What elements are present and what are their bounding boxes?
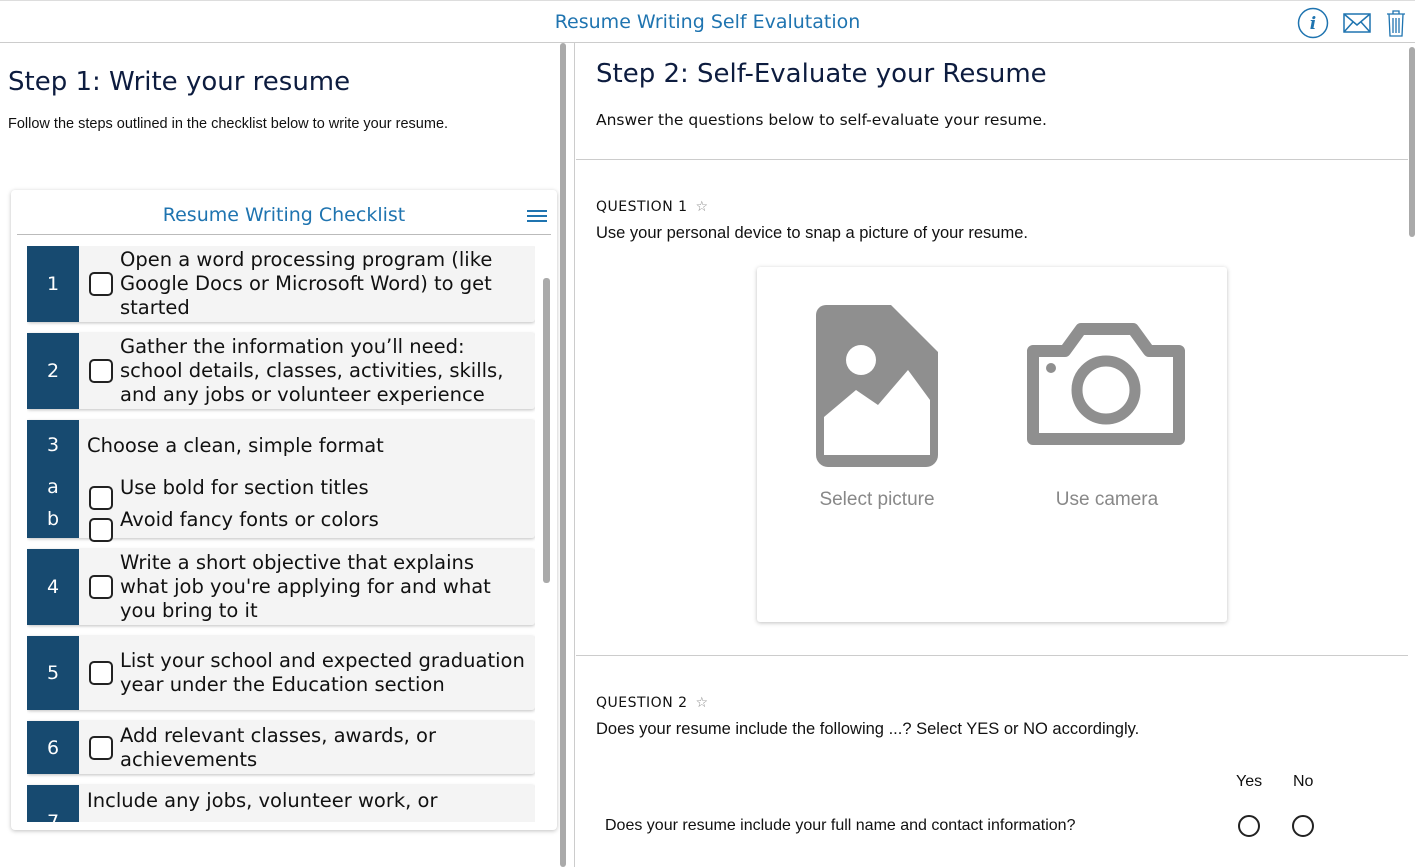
sub-item-text: Use bold for section titles <box>120 476 369 499</box>
use-camera-button[interactable]: Use camera <box>1007 303 1207 523</box>
photo-upload-box: Select picture Use camera <box>757 267 1227 622</box>
checklist-item: 1 Open a word processing program (like Go… <box>27 246 535 322</box>
header: Resume Writing Self Evalutation i <box>0 0 1415 43</box>
divider <box>576 159 1408 160</box>
item-text: Open a word processing program (like Goo… <box>120 248 493 319</box>
checkbox[interactable] <box>89 486 113 510</box>
sub-number: a <box>47 476 59 498</box>
item-text: Write a short objective that explains wh… <box>120 551 491 622</box>
svg-text:i: i <box>1310 14 1316 34</box>
item-number: 1 <box>27 246 79 322</box>
checkbox[interactable] <box>89 359 113 383</box>
checkbox[interactable] <box>89 272 113 296</box>
item-text: Choose a clean, simple format <box>87 434 384 457</box>
step2-subtitle: Answer the questions below to self-evalu… <box>596 111 1047 129</box>
checkbox[interactable] <box>89 518 113 542</box>
info-icon[interactable]: i <box>1297 7 1329 43</box>
camera-icon <box>1027 323 1185 445</box>
sub-item-text: Avoid fancy fonts or colors <box>120 508 379 531</box>
question-text: Use your personal device to snap a pictu… <box>596 224 1028 242</box>
step2-title: Step 2: Self-Evaluate your Resume <box>596 59 1047 89</box>
no-radio[interactable] <box>1292 815 1314 837</box>
trash-icon[interactable] <box>1385 9 1407 41</box>
select-picture-button[interactable]: Select picture <box>777 303 977 523</box>
checklist-title: Resume Writing Checklist <box>162 204 406 226</box>
star-icon[interactable]: ☆ <box>695 199 709 215</box>
question-text: Does your resume include the following .… <box>596 720 1140 738</box>
item-number: 7 <box>27 785 79 822</box>
select-picture-label: Select picture <box>819 489 935 510</box>
item-number: 2 <box>27 333 79 409</box>
image-icon <box>816 305 938 467</box>
checklist-card: Resume Writing Checklist 1 Open a word pr… <box>11 190 557 830</box>
step2-pane: Step 2: Self-Evaluate your Resume Answer… <box>576 43 1408 867</box>
item-number: 5 <box>27 636 79 710</box>
step1-title: Step 1: Write your resume <box>8 67 351 97</box>
question-label: QUESTION 2 <box>596 695 688 711</box>
item-text: Gather the information you’ll need: scho… <box>120 335 504 406</box>
item-text: Include any jobs, volunteer work, or <box>87 789 438 812</box>
divider <box>576 655 1408 656</box>
checklist-item: 4 Write a short objective that explains w… <box>27 549 535 625</box>
checkbox[interactable] <box>89 735 113 760</box>
app-title: Resume Writing Self Evalutation <box>554 11 861 33</box>
checkbox[interactable] <box>89 661 113 685</box>
checklist-item: 7 Include any jobs, volunteer work, or <box>27 785 535 822</box>
item-text: Add relevant classes, awards, or achieve… <box>120 723 437 771</box>
item-text: List your school and expected graduation… <box>120 649 525 696</box>
question-label: QUESTION 1 <box>596 199 688 215</box>
pane-scrollbar[interactable] <box>558 43 575 867</box>
star-icon[interactable]: ☆ <box>695 695 709 711</box>
item-number: 3 <box>46 434 60 456</box>
checklist-item: 6 Add relevant classes, awards, or achiev… <box>27 721 535 774</box>
mail-icon[interactable] <box>1343 13 1371 37</box>
checkbox[interactable] <box>89 575 113 599</box>
checklist: 1 Open a word processing program (like Go… <box>27 246 535 822</box>
sub-number: b <box>46 508 60 530</box>
item-number: 6 <box>27 721 79 774</box>
yes-radio[interactable] <box>1238 815 1260 837</box>
checklist-item: 5 List your school and expected graduatio… <box>27 636 535 710</box>
checklist-scrollbar[interactable] <box>543 278 550 583</box>
no-header: No <box>1293 773 1314 790</box>
step1-subtitle: Follow the steps outlined in the checkli… <box>8 116 449 132</box>
right-scrollbar[interactable] <box>1408 43 1415 867</box>
yes-header: Yes <box>1236 773 1263 790</box>
checklist-item: 2 Gather the information you’ll need: sch… <box>27 333 535 409</box>
use-camera-label: Use camera <box>1055 489 1159 510</box>
item-number: 4 <box>27 549 79 625</box>
row-question: Does your resume include your full name … <box>605 817 1076 834</box>
step1-pane: Step 1: Write your resume Follow the ste… <box>0 43 558 867</box>
menu-icon[interactable] <box>527 210 547 225</box>
